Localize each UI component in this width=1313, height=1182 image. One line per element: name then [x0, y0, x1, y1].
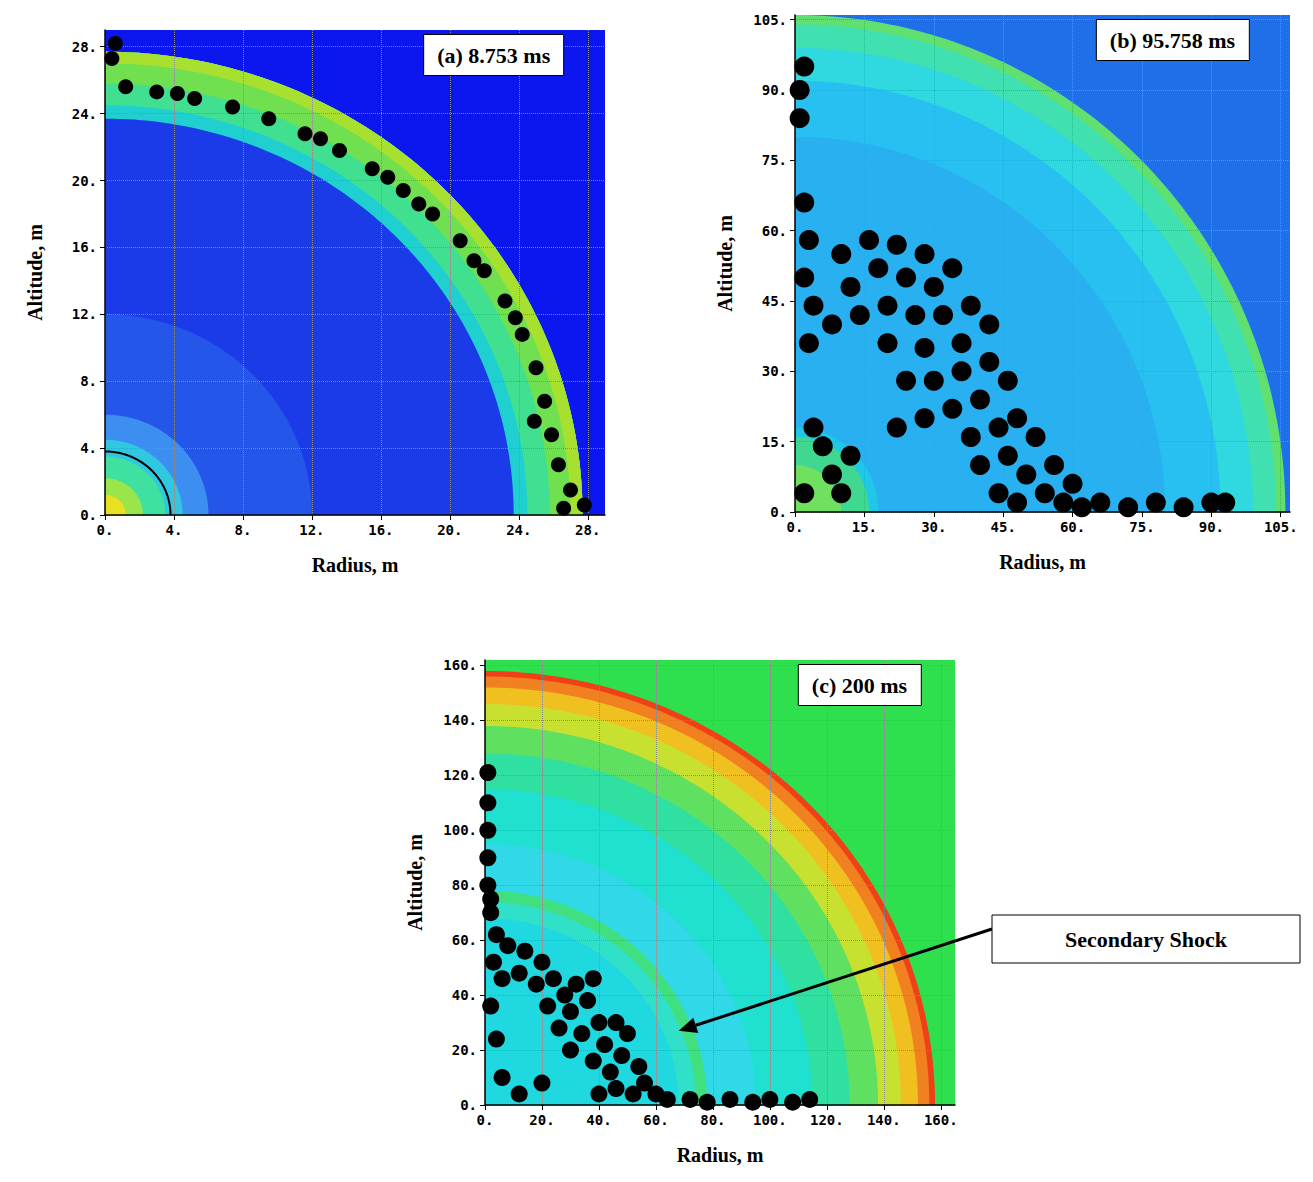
- svg-text:30.: 30.: [762, 363, 787, 379]
- svg-text:0.: 0.: [787, 519, 804, 535]
- svg-text:45.: 45.: [991, 519, 1016, 535]
- svg-text:(c) 200 ms: (c) 200 ms: [812, 673, 908, 698]
- svg-text:90.: 90.: [1199, 519, 1224, 535]
- svg-text:8.: 8.: [80, 373, 97, 389]
- svg-text:Radius, m: Radius, m: [312, 554, 399, 576]
- svg-text:16.: 16.: [72, 239, 97, 255]
- svg-text:12.: 12.: [72, 306, 97, 322]
- svg-text:120.: 120.: [810, 1112, 844, 1128]
- svg-text:4.: 4.: [166, 522, 183, 538]
- svg-text:0.: 0.: [460, 1097, 477, 1113]
- svg-text:105.: 105.: [1264, 519, 1298, 535]
- svg-text:120.: 120.: [443, 767, 477, 783]
- svg-text:75.: 75.: [1129, 519, 1154, 535]
- svg-text:Altitude, m: Altitude, m: [404, 834, 426, 931]
- svg-text:75.: 75.: [762, 152, 787, 168]
- svg-text:20.: 20.: [529, 1112, 554, 1128]
- svg-text:(a) 8.753 ms: (a) 8.753 ms: [437, 43, 550, 68]
- svg-text:0.: 0.: [80, 507, 97, 523]
- svg-text:0.: 0.: [477, 1112, 494, 1128]
- svg-text:0.: 0.: [770, 504, 787, 520]
- svg-text:105.: 105.: [753, 12, 787, 28]
- svg-text:140.: 140.: [443, 712, 477, 728]
- svg-text:80.: 80.: [700, 1112, 725, 1128]
- svg-text:Secondary Shock: Secondary Shock: [1065, 927, 1228, 952]
- svg-text:60.: 60.: [762, 223, 787, 239]
- svg-text:28.: 28.: [72, 39, 97, 55]
- svg-text:Radius, m: Radius, m: [999, 551, 1086, 573]
- svg-text:40.: 40.: [586, 1112, 611, 1128]
- svg-text:30.: 30.: [921, 519, 946, 535]
- svg-text:20.: 20.: [72, 173, 97, 189]
- svg-text:8.: 8.: [235, 522, 252, 538]
- svg-text:12.: 12.: [299, 522, 324, 538]
- svg-text:40.: 40.: [452, 987, 477, 1003]
- svg-text:90.: 90.: [762, 82, 787, 98]
- svg-text:60.: 60.: [1060, 519, 1085, 535]
- svg-text:160.: 160.: [924, 1112, 958, 1128]
- svg-text:100.: 100.: [443, 822, 477, 838]
- svg-text:16.: 16.: [368, 522, 393, 538]
- svg-text:15.: 15.: [852, 519, 877, 535]
- svg-text:28.: 28.: [575, 522, 600, 538]
- svg-text:Altitude, m: Altitude, m: [714, 215, 736, 312]
- svg-text:20.: 20.: [452, 1042, 477, 1058]
- svg-text:0.: 0.: [97, 522, 114, 538]
- svg-text:24.: 24.: [506, 522, 531, 538]
- svg-text:140.: 140.: [867, 1112, 901, 1128]
- svg-text:20.: 20.: [437, 522, 462, 538]
- svg-text:160.: 160.: [443, 657, 477, 673]
- svg-text:4.: 4.: [80, 440, 97, 456]
- svg-text:60.: 60.: [643, 1112, 668, 1128]
- svg-text:(b) 95.758 ms: (b) 95.758 ms: [1110, 28, 1236, 53]
- svg-text:Radius, m: Radius, m: [677, 1144, 764, 1166]
- svg-text:24.: 24.: [72, 106, 97, 122]
- svg-text:Altitude, m: Altitude, m: [24, 224, 46, 321]
- svg-text:100.: 100.: [753, 1112, 787, 1128]
- svg-text:60.: 60.: [452, 932, 477, 948]
- svg-text:15.: 15.: [762, 434, 787, 450]
- svg-text:80.: 80.: [452, 877, 477, 893]
- svg-text:45.: 45.: [762, 293, 787, 309]
